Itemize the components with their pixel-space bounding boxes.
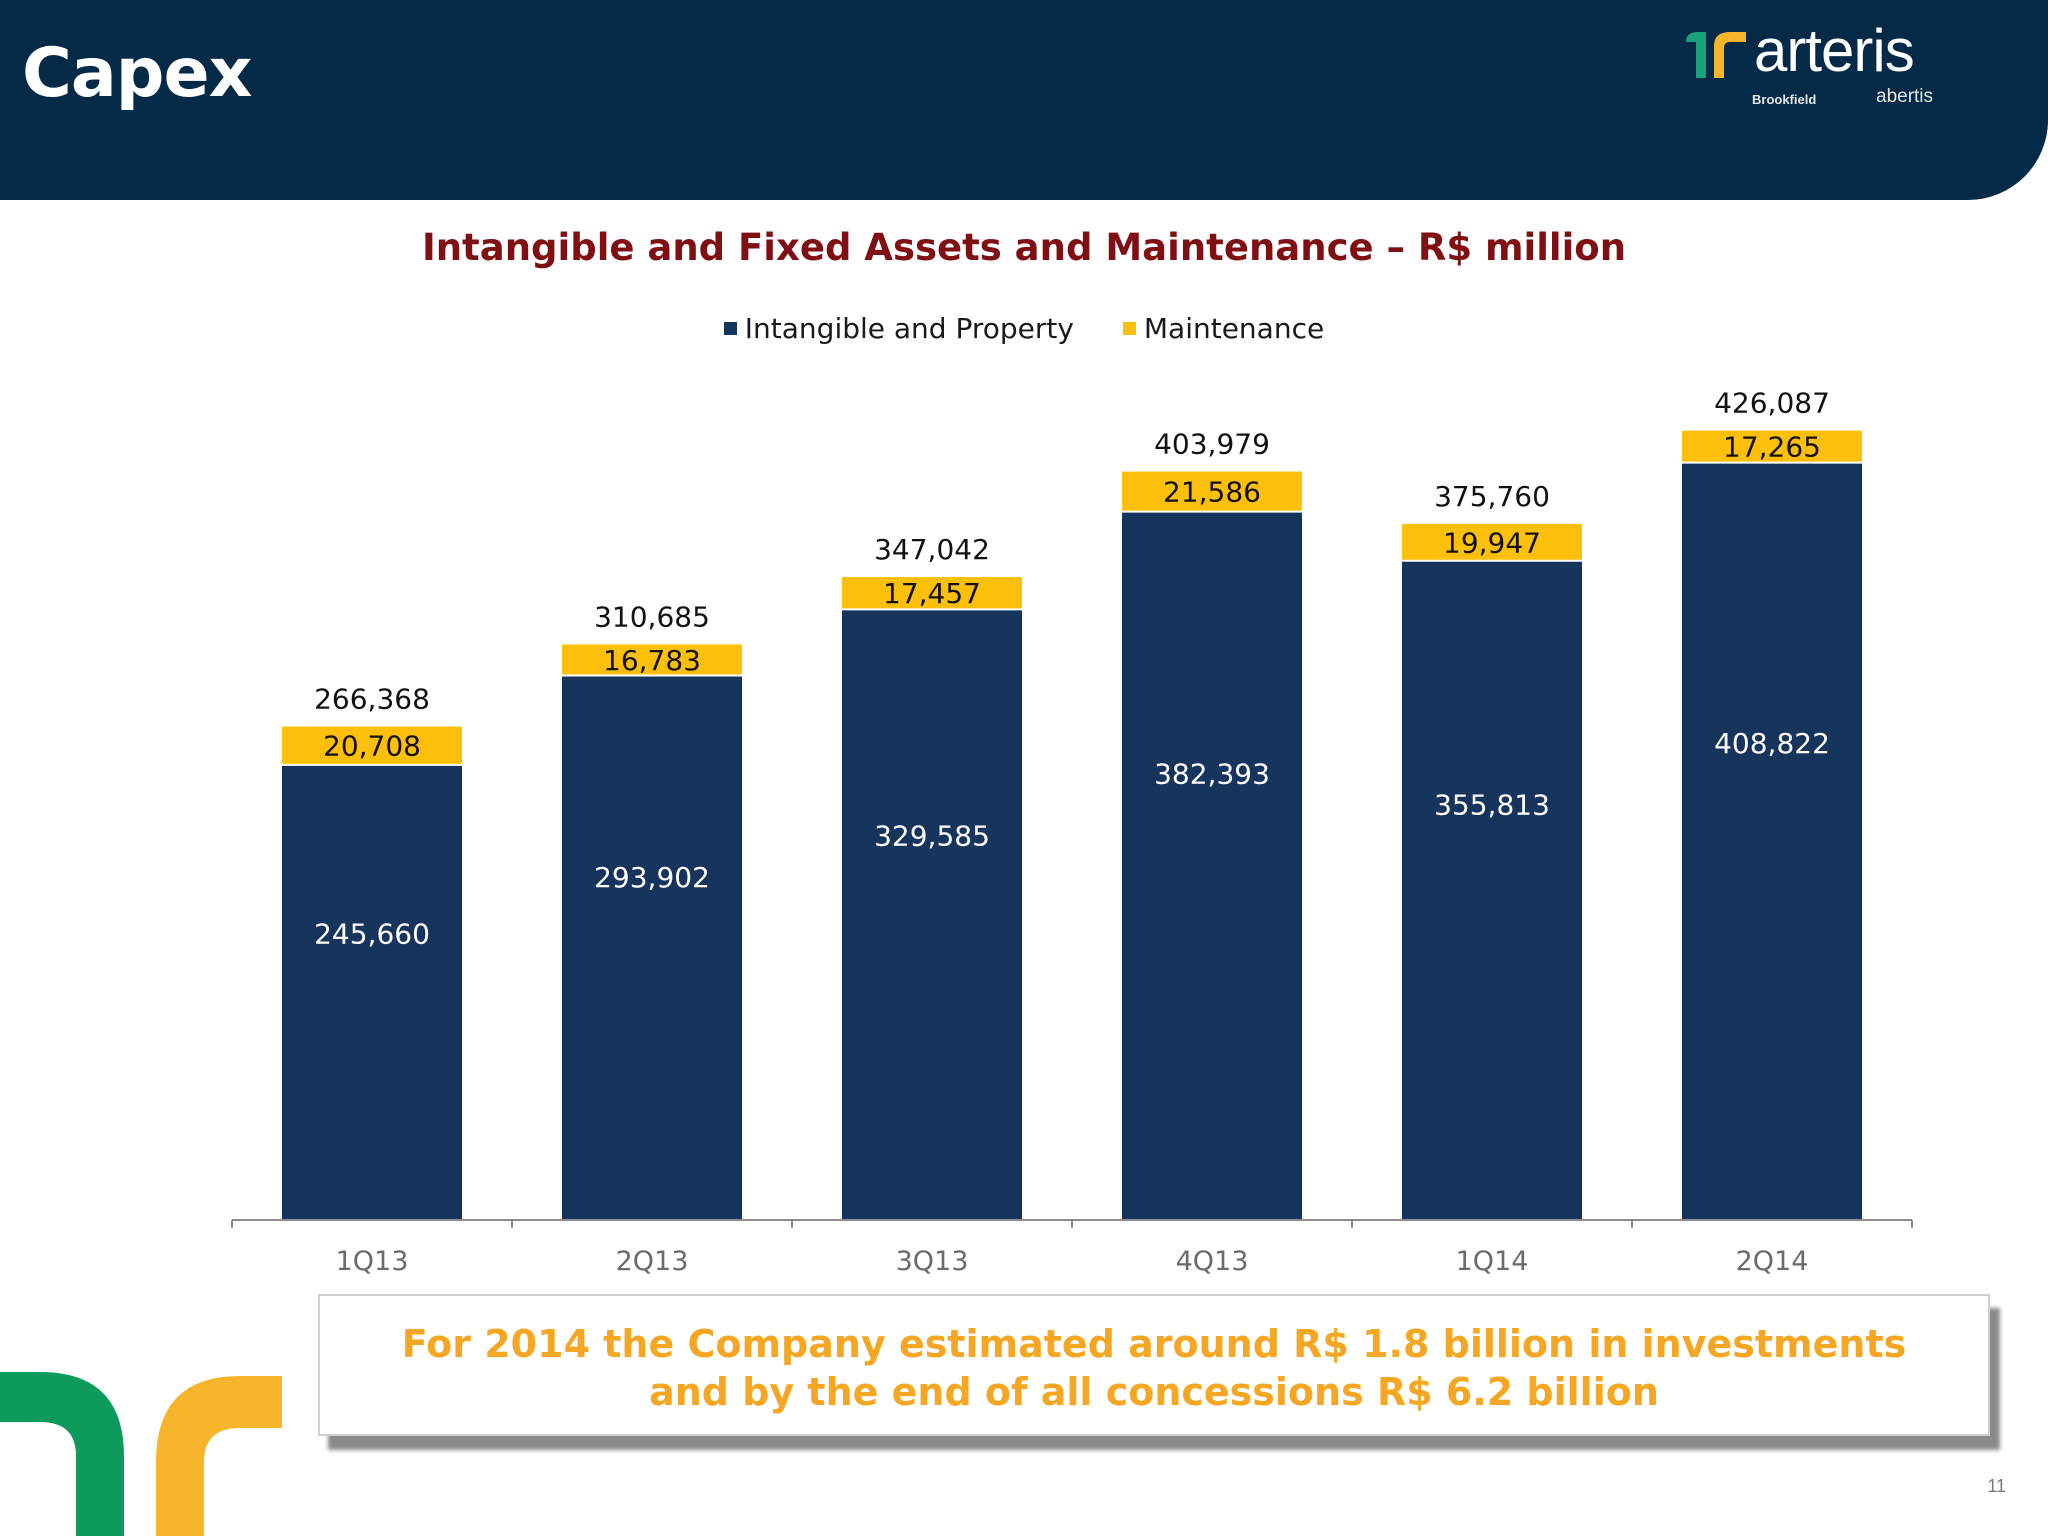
legend-swatch-intangible	[723, 322, 737, 335]
x-tick-label-2Q13: 2Q13	[616, 1246, 689, 1277]
bar-intangible-3Q13	[842, 609, 1022, 1220]
logo-abertis: abertis	[1876, 86, 1934, 107]
label-maintenance-2Q13: 16,783	[603, 644, 701, 677]
label-total-3Q13: 347,042	[874, 533, 990, 566]
legend-label-maintenance: Maintenance	[1143, 312, 1325, 345]
x-tick-label-1Q13: 1Q13	[336, 1246, 409, 1277]
legend-swatch-maintenance	[1122, 322, 1136, 335]
label-maintenance-1Q14: 19,947	[1443, 526, 1541, 559]
legend-item-intangible: Intangible and Property	[723, 312, 1074, 345]
label-intangible-4Q13: 382,393	[1154, 758, 1270, 791]
chart-title: Intangible and Fixed Assets and Maintena…	[421, 226, 1627, 269]
label-total-4Q13: 403,979	[1154, 428, 1270, 461]
header-banner: Capex arteris Brookfield abertis	[0, 0, 2048, 200]
label-total-1Q14: 375,760	[1434, 480, 1550, 513]
investment-note-box: For 2014 the Company estimated around R$…	[318, 1294, 1990, 1436]
logo-brookfield: Brookfield	[1752, 92, 1817, 107]
label-intangible-2Q14: 408,822	[1714, 727, 1830, 760]
label-total-2Q14: 426,087	[1714, 387, 1830, 420]
label-intangible-3Q13: 329,585	[874, 819, 990, 852]
bar-intangible-1Q14	[1402, 560, 1582, 1220]
x-tick-label-4Q13: 4Q13	[1176, 1246, 1249, 1277]
bar-maintenance-3Q13	[842, 577, 1022, 610]
bar-maintenance-4Q13	[1122, 471, 1302, 512]
legend-label-intangible: Intangible and Property	[744, 312, 1074, 345]
investment-note-line1: For 2014 the Company estimated around R$…	[401, 1322, 1907, 1366]
label-maintenance-3Q13: 17,457	[883, 577, 981, 610]
bar-intangible-2Q13	[562, 675, 742, 1220]
logo-decoration-icon	[0, 1372, 282, 1536]
label-total-2Q13: 310,685	[594, 600, 710, 633]
label-intangible-2Q13: 293,902	[594, 861, 710, 894]
label-intangible-1Q13: 245,660	[314, 917, 430, 950]
bar-maintenance-1Q14	[1402, 523, 1582, 561]
label-maintenance-4Q13: 21,586	[1163, 476, 1261, 509]
arteris-logo: arteris Brookfield abertis	[1684, 17, 1944, 122]
page-title: Capex	[22, 34, 252, 113]
bar-maintenance-2Q13	[562, 644, 742, 676]
x-tick-label-2Q14: 2Q14	[1736, 1246, 1809, 1277]
bar-intangible-4Q13	[1122, 511, 1302, 1220]
page-number: 11	[1987, 1476, 2006, 1496]
bar-intangible-1Q13	[282, 764, 462, 1220]
label-maintenance-1Q13: 20,708	[323, 730, 421, 763]
bar-maintenance-1Q13	[282, 726, 462, 765]
label-maintenance-2Q14: 17,265	[1723, 431, 1821, 464]
legend-item-maintenance: Maintenance	[1122, 312, 1325, 345]
bar-intangible-2Q14	[1682, 462, 1862, 1220]
label-intangible-1Q14: 355,813	[1434, 789, 1550, 822]
logo-wordmark: arteris	[1754, 17, 1915, 84]
investment-note-line2: and by the end of all concessions R$ 6.2…	[649, 1370, 1659, 1414]
x-tick-label-3Q13: 3Q13	[896, 1246, 969, 1277]
bar-maintenance-2Q14	[1682, 430, 1862, 463]
arteris-logo-icon	[1686, 32, 1746, 78]
stacked-bar-chart: 245,660 20,708 266,368 1Q13 293,902 16,783 310…	[231, 387, 1913, 1277]
label-total-1Q13: 266,368	[314, 683, 430, 716]
investment-note: For 2014 the Company estimated around R$…	[320, 1320, 1988, 1416]
chart-legend: Intangible and Property Maintenance	[0, 312, 2048, 345]
x-tick-label-1Q14: 1Q14	[1456, 1246, 1529, 1277]
